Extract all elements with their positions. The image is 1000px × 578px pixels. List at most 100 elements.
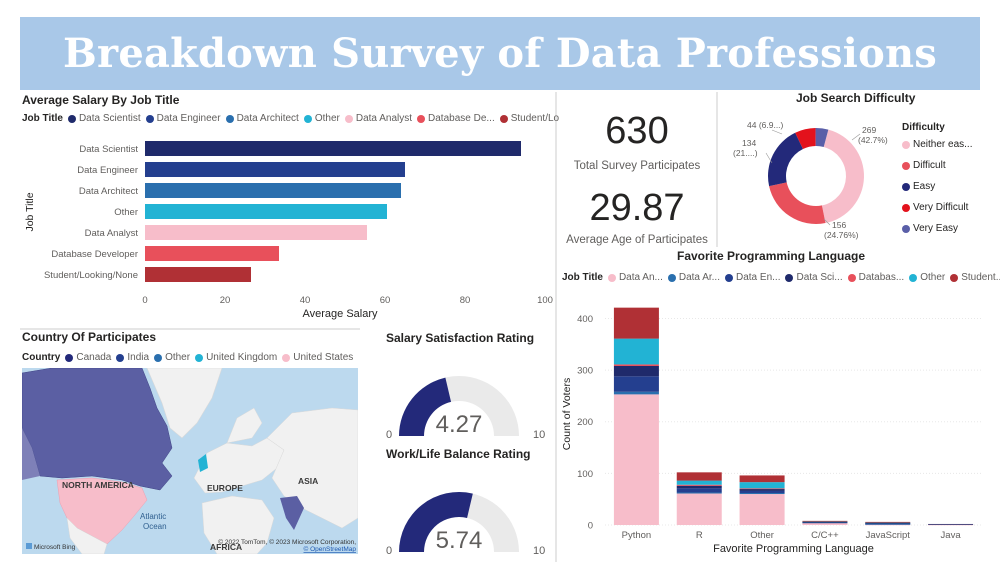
difficulty-legend-item[interactable]: Neither eas... [902, 139, 984, 150]
language-legend-item[interactable]: Data En... [725, 272, 780, 283]
stacked-bar-segment[interactable] [613, 307, 659, 339]
donut-slice[interactable] [795, 128, 816, 149]
stacked-bar-segment[interactable] [676, 488, 722, 493]
salary-bar[interactable] [145, 246, 279, 261]
stacked-bar-segment[interactable] [865, 522, 911, 524]
country-legend-item[interactable]: United States [282, 352, 353, 363]
country-legend-item[interactable]: United Kingdom [195, 352, 277, 363]
salary-bar[interactable] [145, 267, 251, 282]
difficulty-legend-title: Difficulty [902, 122, 945, 133]
difficulty-legend[interactable]: Difficulty Neither eas... Difficult Easy Ve… [902, 122, 984, 244]
stacked-bar-segment[interactable] [613, 376, 659, 392]
stacked-bar-segment[interactable] [739, 475, 785, 483]
stacked-bar-segment[interactable] [676, 492, 722, 494]
donut-slice[interactable] [768, 132, 804, 187]
stacked-bar-segment[interactable] [928, 524, 974, 526]
salary-bar[interactable] [145, 225, 367, 240]
salary-bar[interactable] [145, 141, 521, 156]
donut-slice[interactable] [821, 129, 864, 224]
legend-label: Other [165, 352, 191, 363]
language-legend-item[interactable]: Data Ar... [667, 272, 720, 283]
x-tick-label: 60 [380, 295, 391, 306]
stacked-bar-segment[interactable] [802, 522, 848, 524]
map-osm-link[interactable]: © OpenStreetMap [304, 545, 357, 553]
salary-gauge-title: Salary Satisfaction Rating [386, 331, 535, 345]
stacked-bar-segment[interactable] [865, 523, 911, 525]
salary-legend-item[interactable]: Data Engineer [145, 113, 221, 124]
donut-data-label: (21....) [733, 148, 758, 158]
difficulty-legend-item[interactable]: Easy [902, 181, 984, 192]
salary-legend-item[interactable]: Database De... [417, 113, 495, 124]
salary-bar-chart[interactable]: Data Scientist Data Engineer Data Architec… [20, 130, 555, 328]
salary-legend-item[interactable]: Data Architect [225, 113, 299, 124]
stacked-bar-segment[interactable] [865, 522, 911, 524]
stacked-bar-segment[interactable] [739, 488, 785, 490]
y-tick-label: 300 [577, 366, 593, 377]
salary-chart-title: Average Salary By Job Title [22, 93, 180, 107]
language-legend-item[interactable]: Databas... [847, 272, 904, 283]
leader-line [851, 133, 861, 141]
stacked-bar-segment[interactable] [613, 391, 659, 395]
stacked-bar-segment[interactable] [802, 521, 848, 523]
legend-title: Job Title [562, 272, 603, 283]
salary-legend-item[interactable]: Data Analyst [344, 113, 412, 124]
difficulty-donut-chart[interactable]: 269(42.7%) 156(24.76%) 134(21....) 44 (6.9.… [720, 108, 900, 250]
stacked-bar-segment[interactable] [739, 492, 785, 495]
stacked-bar-segment[interactable] [676, 485, 722, 489]
stacked-bar-segment[interactable] [865, 524, 911, 526]
stacked-bar-segment[interactable] [613, 394, 659, 525]
stacked-bar-segment[interactable] [865, 523, 911, 525]
stacked-bar-segment[interactable] [613, 365, 659, 377]
country-legend[interactable]: Country Canada India Other United Kingdom Un… [22, 352, 358, 363]
legend-dot-icon [902, 203, 910, 212]
legend-label: Data Ar... [678, 272, 720, 283]
stacked-bar-segment[interactable] [865, 521, 911, 523]
language-legend-item[interactable]: Other [909, 272, 945, 283]
stacked-bar-segment[interactable] [676, 484, 722, 486]
salary-satisfaction-gauge[interactable]: 4.27 0 10 [362, 348, 555, 442]
difficulty-legend-item[interactable]: Very Easy [902, 223, 984, 234]
salary-bar[interactable] [145, 162, 405, 177]
language-stacked-bar-chart[interactable]: 0 100 200 300 400 Python R Other C/C++ JavaScript… [560, 292, 988, 560]
stacked-bar-segment[interactable] [613, 338, 659, 365]
legend-dot-icon [67, 114, 76, 123]
salary-legend-item[interactable]: Other [303, 113, 340, 124]
worklife-balance-gauge[interactable]: 5.74 0 10 [362, 464, 555, 559]
gauge-value: 5.74 [436, 527, 483, 554]
country-legend-item[interactable]: Other [154, 352, 190, 363]
stacked-bar-segment[interactable] [739, 490, 785, 493]
stacked-bar-segment[interactable] [739, 494, 785, 525]
donut-data-label: 269 [862, 125, 876, 135]
stacked-bar-segment[interactable] [613, 364, 659, 366]
difficulty-legend-item[interactable]: Very Difficult [902, 202, 984, 213]
country-legend-item[interactable]: Canada [65, 352, 111, 363]
world-map[interactable]: NORTH AMERICA EUROPE ASIA Atlantic Ocean… [22, 368, 358, 554]
salary-legend-item[interactable]: Student/Lo... [499, 113, 567, 124]
legend-label: Data Scientist [78, 113, 141, 124]
difficulty-legend-item[interactable]: Difficult [902, 160, 984, 171]
stacked-bar-segment[interactable] [802, 522, 848, 525]
country-legend-item[interactable]: India [116, 352, 149, 363]
language-legend-item[interactable]: Data An... [607, 272, 663, 283]
language-chart-legend[interactable]: Job Title Data An... Data Ar... Data En...… [562, 272, 1000, 283]
donut-slice[interactable] [769, 182, 826, 224]
stacked-bar-segment[interactable] [802, 521, 848, 523]
salary-bar[interactable] [145, 183, 401, 198]
salary-chart-panel: Average Salary By Job Title Job Title Da… [20, 92, 567, 328]
legend-label: Data Architect [236, 113, 299, 124]
stacked-bar-segment[interactable] [676, 493, 722, 525]
stacked-bar-segment[interactable] [739, 482, 785, 489]
salary-bar[interactable] [145, 204, 387, 219]
language-legend-item[interactable]: Student... [950, 272, 1000, 283]
salary-chart-legend[interactable]: Job Title Data Scientist Data Engineer Dat… [22, 113, 572, 124]
language-legend-item[interactable]: Data Sci... [785, 272, 843, 283]
y-tick-label: Data Scientist [79, 144, 138, 155]
stacked-bar-segment[interactable] [928, 523, 974, 525]
stacked-bar-segment[interactable] [802, 520, 848, 522]
stacked-bar-segment[interactable] [739, 488, 785, 491]
vertical-separator [555, 92, 557, 562]
stacked-bar-segment[interactable] [676, 472, 722, 481]
donut-slice[interactable] [815, 128, 829, 148]
stacked-bar-segment[interactable] [676, 480, 722, 485]
salary-legend-item[interactable]: Data Scientist [67, 113, 141, 124]
